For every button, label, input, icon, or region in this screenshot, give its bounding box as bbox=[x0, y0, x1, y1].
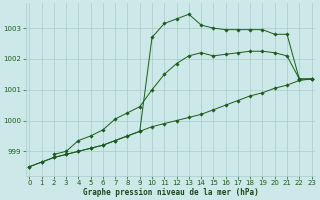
X-axis label: Graphe pression niveau de la mer (hPa): Graphe pression niveau de la mer (hPa) bbox=[83, 188, 258, 197]
